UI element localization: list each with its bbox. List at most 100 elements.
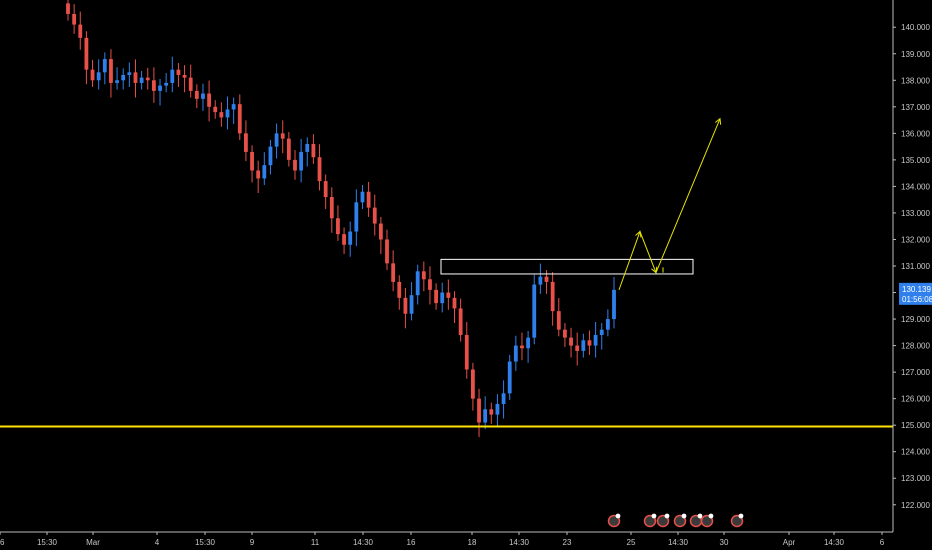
candle (403, 288, 408, 329)
candle-body (470, 369, 475, 399)
projection-arrowhead (651, 266, 658, 274)
candle-body (428, 279, 432, 290)
projection-layer (618, 117, 722, 291)
projection-arrowhead (715, 117, 722, 125)
event-marker-icon[interactable] (607, 513, 621, 528)
candle (127, 62, 132, 87)
candle-body (366, 191, 371, 208)
candle-body (96, 72, 101, 81)
candle-body (372, 207, 377, 224)
candle (581, 333, 586, 358)
candle (182, 65, 187, 93)
candle (470, 362, 475, 411)
candle (520, 332, 524, 361)
y-tick-label: 124.000 (901, 448, 930, 457)
event-marker-icon[interactable] (673, 513, 687, 528)
candle (317, 144, 322, 191)
event-marker-ring (673, 514, 687, 528)
candle-body (201, 93, 205, 99)
candle (391, 250, 396, 292)
candle-body (127, 72, 132, 75)
candle (550, 272, 555, 326)
event-marker-icon[interactable] (730, 513, 744, 528)
y-tick-label: 134.000 (901, 182, 930, 191)
candle-body (280, 133, 285, 139)
event-marker-icon[interactable] (700, 513, 714, 528)
x-tick-label: 14:30 (668, 538, 689, 547)
y-tick-label: 125.000 (901, 421, 930, 430)
candle-body (391, 263, 396, 282)
candle (409, 282, 414, 321)
candle (421, 261, 426, 292)
candle (293, 150, 297, 180)
candle-body (231, 104, 236, 110)
candle (526, 331, 531, 363)
candle-body (139, 77, 144, 83)
candle (587, 330, 592, 355)
candle-body (575, 345, 580, 351)
candle-body (164, 82, 169, 86)
candle-body (556, 311, 561, 330)
candle-body (299, 151, 304, 171)
candle (274, 123, 279, 159)
candle-body (244, 133, 248, 152)
x-tick-label: 18 (468, 538, 477, 547)
candle (354, 189, 359, 247)
candle-body (464, 334, 469, 370)
event-marker-ring (730, 514, 744, 528)
x-tick-label: 11 (311, 538, 320, 547)
candle (201, 83, 205, 111)
candle-body (311, 143, 316, 158)
candle-body (385, 239, 389, 264)
event-marker-ring (643, 514, 657, 528)
candle-body (501, 393, 506, 404)
event-marker-dot (664, 513, 670, 519)
candle (483, 396, 488, 430)
candle (115, 67, 119, 90)
candle (446, 279, 451, 310)
event-marker-icon[interactable] (656, 513, 670, 528)
candle (84, 31, 89, 85)
x-tick-label: 25 (627, 538, 636, 547)
candle-body (342, 234, 346, 245)
candle (311, 134, 316, 164)
candle-body (483, 409, 488, 423)
x-tick-label: 14:30 (824, 538, 845, 547)
candle (286, 132, 291, 167)
y-tick-label: 122.000 (901, 501, 930, 510)
x-tick-label: 16 (407, 538, 416, 547)
event-marker-icon[interactable] (643, 513, 657, 528)
candle (366, 181, 371, 217)
candle-body (286, 138, 291, 160)
candle (158, 78, 162, 106)
event-marker-ring (656, 514, 670, 528)
candle-body (207, 93, 212, 107)
candle-body (66, 3, 70, 14)
countdown-label: 01:56:08 (902, 295, 932, 304)
candle-body (256, 170, 261, 179)
candle-body (250, 151, 254, 171)
y-tick-label: 132.000 (901, 235, 930, 244)
x-tick-label: 6 (0, 538, 5, 547)
candle (507, 354, 512, 400)
event-marker-dot (615, 513, 621, 519)
candle-body (599, 329, 604, 335)
candle (415, 264, 420, 305)
candle-body (329, 197, 334, 219)
candle-body (336, 218, 340, 235)
candle (72, 4, 77, 34)
candle (385, 229, 389, 270)
candle-body (569, 337, 573, 346)
candle (336, 205, 340, 241)
y-tick-label: 126.000 (901, 395, 930, 404)
candle-body (587, 340, 592, 346)
candle-body (237, 104, 242, 134)
candle (280, 120, 285, 154)
candle (213, 100, 218, 119)
candle-body (323, 181, 328, 198)
event-marker-icon[interactable] (689, 513, 703, 528)
candle (66, 0, 70, 21)
candle (268, 139, 273, 175)
candle-body (317, 157, 322, 182)
